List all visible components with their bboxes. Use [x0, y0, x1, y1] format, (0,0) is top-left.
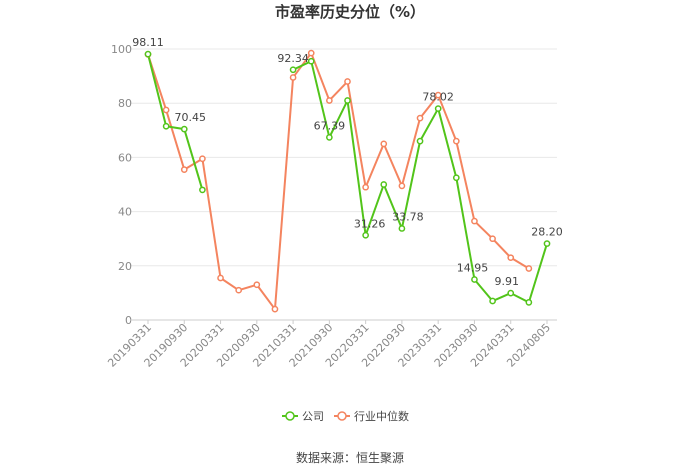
- data-point-industry: [416, 114, 424, 122]
- data-point-company: [144, 50, 152, 58]
- data-point-industry: [199, 155, 206, 163]
- data-point-industry: [235, 286, 243, 294]
- data-point-company: [326, 134, 333, 141]
- legend-marker: [285, 411, 295, 421]
- data-point-company: [525, 299, 533, 306]
- data-label: 70.45: [175, 111, 207, 124]
- y-tick-label: 60: [118, 151, 132, 164]
- data-label: 33.78: [392, 210, 424, 223]
- axes: 0204060801002019033120190930202003312020…: [105, 43, 557, 370]
- data-point-industry: [289, 74, 297, 81]
- y-tick-label: 100: [111, 43, 132, 56]
- legend[interactable]: 公司 行业中位数: [282, 409, 409, 423]
- y-tick-label: 20: [118, 260, 132, 273]
- data-point-company: [180, 125, 188, 133]
- data-point-industry: [162, 106, 170, 114]
- data-label: 31.26: [354, 217, 386, 230]
- data-point-industry: [525, 265, 533, 272]
- data-point-industry: [398, 182, 406, 190]
- data-label: 28.20: [531, 226, 563, 239]
- data-point-industry: [180, 166, 188, 173]
- data-point-company: [471, 276, 478, 283]
- legend-marker: [337, 411, 347, 421]
- data-point-industry: [452, 137, 460, 145]
- data-point-company: [416, 137, 424, 145]
- legend-label: 公司: [302, 410, 324, 423]
- data-point-industry: [271, 305, 279, 313]
- data-source: 数据来源：恒生聚源: [296, 450, 404, 465]
- data-point-industry: [253, 281, 261, 289]
- data-point-company: [344, 97, 351, 104]
- legend-label: 行业中位数: [354, 409, 409, 423]
- data-point-company: [452, 174, 460, 182]
- data-point-industry: [217, 274, 224, 282]
- data-point-company: [289, 66, 297, 74]
- y-tick-label: 40: [118, 206, 132, 219]
- series-line-company: [147, 53, 204, 191]
- series-line-industry: [147, 52, 530, 311]
- grid-lines: [130, 48, 557, 321]
- data-point-company: [543, 240, 551, 247]
- data-point-industry: [344, 78, 351, 85]
- legend-item-industry[interactable]: 行业中位数: [334, 409, 409, 423]
- series-points: [144, 49, 551, 313]
- data-point-industry: [489, 235, 496, 243]
- y-tick-label: 80: [118, 97, 132, 110]
- data-point-company: [507, 289, 515, 297]
- data-point-company: [380, 181, 388, 188]
- data-point-industry: [434, 91, 442, 99]
- data-label: 14.95: [457, 261, 489, 274]
- data-point-company: [398, 225, 406, 232]
- data-label: 78.02: [422, 91, 454, 104]
- data-label: 9.91: [494, 275, 519, 288]
- data-label: 92.34: [277, 52, 309, 65]
- data-point-industry: [362, 183, 369, 191]
- data-point-industry: [380, 140, 388, 148]
- y-tick-label: 0: [125, 314, 132, 327]
- data-point-industry: [307, 49, 315, 57]
- data-label: 67.39: [314, 119, 346, 132]
- data-labels: 98.11 70.45 92.34 67.39 31.26 33.78 78.02 14.95…: [132, 36, 563, 288]
- chart-title: 市盈率历史分位（%）: [275, 3, 425, 21]
- data-point-company: [489, 297, 496, 305]
- legend-item-company[interactable]: 公司: [282, 410, 324, 423]
- data-point-industry: [507, 254, 515, 262]
- data-point-company: [362, 231, 369, 239]
- data-label: 98.11: [132, 36, 164, 49]
- data-point-industry: [471, 217, 478, 225]
- data-point-company: [162, 122, 170, 130]
- data-point-industry: [326, 97, 333, 104]
- data-point-company: [307, 57, 315, 65]
- data-point-company: [199, 186, 206, 194]
- data-point-company: [434, 105, 442, 112]
